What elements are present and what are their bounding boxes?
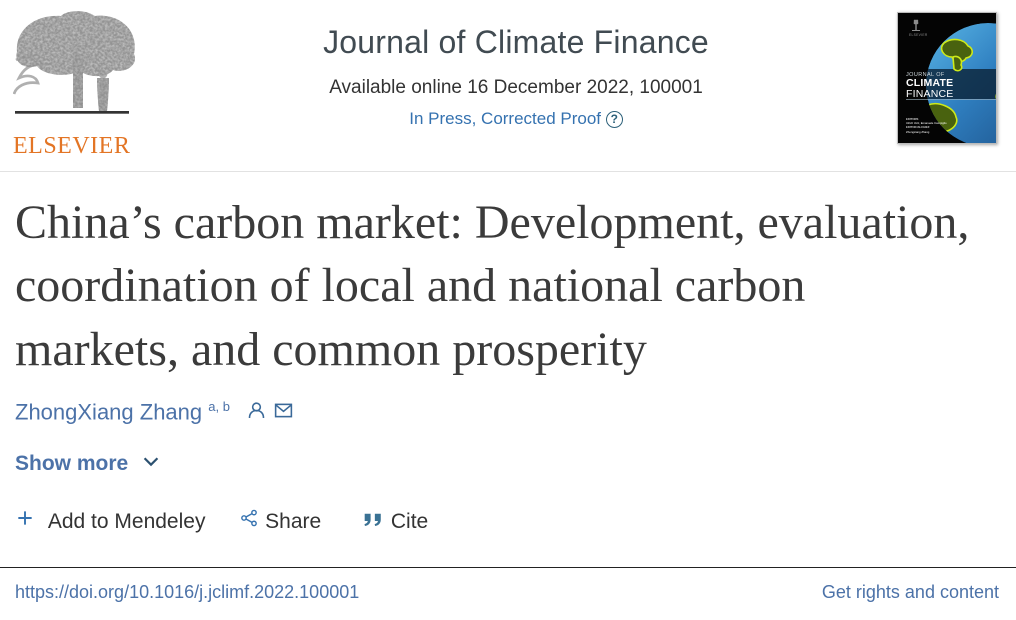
svg-text:ELSEVIER: ELSEVIER <box>909 33 928 37</box>
